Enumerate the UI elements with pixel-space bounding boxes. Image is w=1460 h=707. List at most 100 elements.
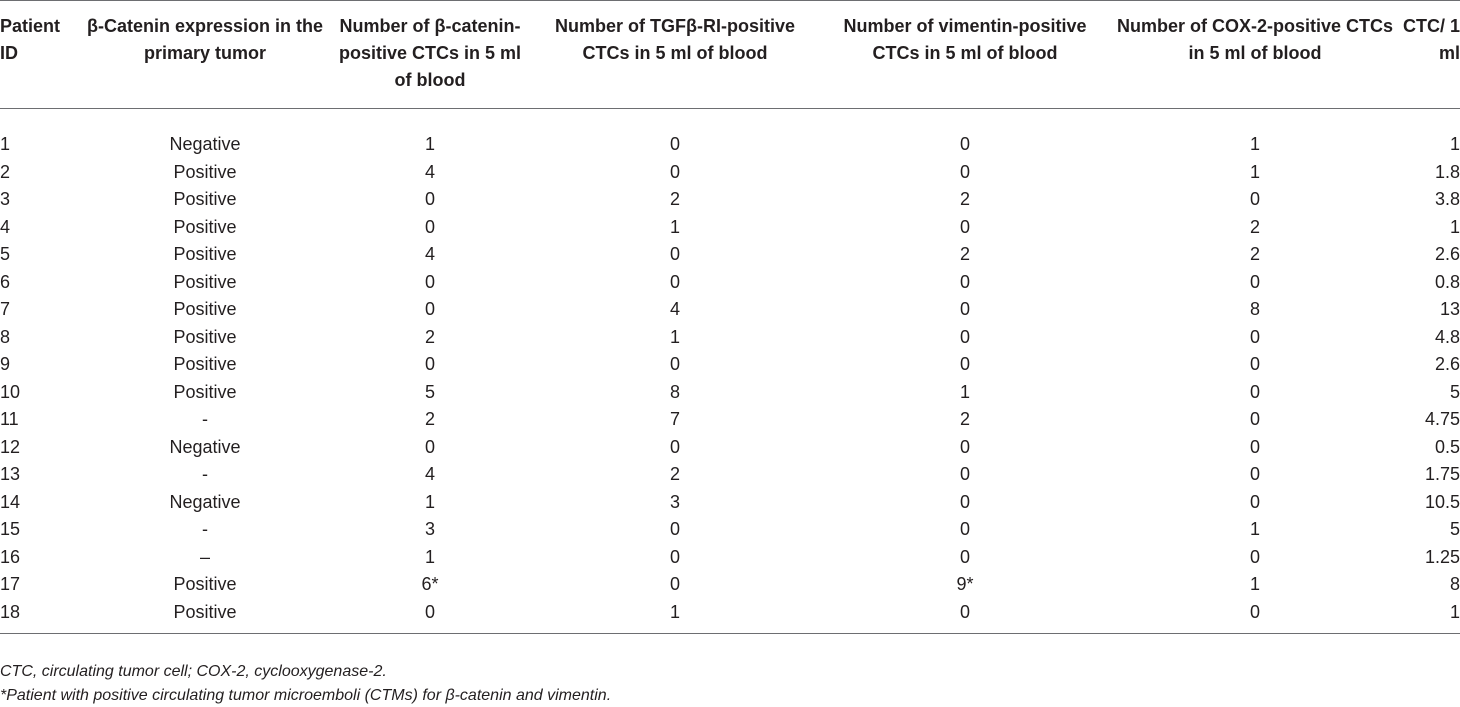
cell-beta-catenin-ctcs: 4 bbox=[424, 161, 435, 182]
cell-vimentin-ctcs: 0 bbox=[959, 519, 970, 539]
table-row: 15-3 0 0 1 5 bbox=[0, 516, 1460, 544]
cell-cox2-ctcs: 0 bbox=[1249, 436, 1260, 457]
cell-cox2-ctcs: 0 bbox=[1249, 381, 1260, 402]
cell-ctc-per-ml: 5 bbox=[1449, 519, 1460, 539]
cell-beta-catenin-ctcs: 0 bbox=[424, 299, 435, 319]
cell-ctc-per-ml: 1 bbox=[1449, 216, 1460, 237]
cell-vimentin-ctcs: 0 bbox=[959, 299, 970, 319]
cell-ctc-per-ml: 3.8 bbox=[1434, 189, 1460, 209]
cell-patient-id: 17 bbox=[0, 574, 21, 594]
cell-cox2-ctcs: 1 bbox=[1249, 161, 1260, 182]
table-row: 9 Positive 0 0 0 0 2.6 bbox=[0, 351, 1460, 379]
cell-tgfb-ri-ctcs: 0 bbox=[669, 161, 680, 182]
cell-beta-catenin-expression: - bbox=[202, 464, 208, 484]
data-table: Patient ID β-Catenin expression in the pr… bbox=[0, 0, 1460, 634]
cell-cox2-ctcs: 0 bbox=[1249, 601, 1260, 622]
cell-vimentin-ctcs: 1 bbox=[959, 381, 970, 402]
cell-beta-catenin-ctcs: 1 bbox=[424, 546, 435, 567]
header-tgfb-ri-ctcs: Number of TGFβ-RI-positive CTCs in 5 ml … bbox=[530, 0, 820, 109]
cell-ctc-per-ml: 10.5 bbox=[1424, 491, 1460, 512]
cell-vimentin-ctcs: 2 bbox=[959, 409, 970, 429]
table-row: 2 Positive 4 0 0 1 1.8 bbox=[0, 159, 1460, 187]
cell-beta-catenin-ctcs: 2 bbox=[424, 326, 435, 347]
cell-beta-catenin-expression: Positive bbox=[173, 189, 237, 209]
cell-beta-catenin-ctcs: 0 bbox=[424, 436, 435, 457]
cell-beta-catenin-ctcs: 5 bbox=[424, 381, 435, 402]
cell-patient-id: 4 bbox=[0, 216, 11, 237]
table-row: 10 Positive 5 8 1 0 5 bbox=[0, 379, 1460, 407]
cell-patient-id: 1 bbox=[0, 134, 11, 154]
table-row: 13 - 4 2 0 0 1.75 bbox=[0, 461, 1460, 489]
cell-beta-catenin-expression: Positive bbox=[173, 216, 237, 237]
cell-tgfb-ri-ctcs: 0 bbox=[669, 546, 680, 567]
cell-patient-id: 10 bbox=[0, 381, 21, 402]
header-row: Patient ID β-Catenin expression in the pr… bbox=[0, 0, 1460, 109]
table-row: 5 Positive 4 0 2 2 2.6 bbox=[0, 241, 1460, 269]
cell-cox2-ctcs: 0 bbox=[1249, 491, 1260, 512]
cell-cox2-ctcs: 0 bbox=[1249, 464, 1260, 484]
cell-beta-catenin-ctcs: 2 bbox=[424, 409, 435, 429]
cell-cox2-ctcs: 1 bbox=[1249, 574, 1260, 594]
cell-cox2-ctcs: 2 bbox=[1249, 244, 1260, 264]
cell-beta-catenin-expression: Positive bbox=[173, 326, 237, 347]
cell-beta-catenin-ctcs: 0 bbox=[424, 354, 435, 374]
cell-cox2-ctcs: 2 bbox=[1249, 216, 1260, 237]
table-row: 18 Positive 0 1 0 0 1 bbox=[0, 599, 1460, 634]
cell-beta-catenin-ctcs: 0 bbox=[424, 216, 435, 237]
header-ctc-per-ml: CTC/ 1 ml bbox=[1400, 0, 1460, 109]
header-cox2-ctcs: Number of COX-2-positive CTCs in 5 ml of… bbox=[1110, 0, 1400, 109]
cell-beta-catenin-expression: Negative bbox=[169, 436, 241, 457]
table-row: 16 – 1 0 0 0 1.25 bbox=[0, 544, 1460, 572]
cell-tgfb-ri-ctcs: 3 bbox=[669, 491, 680, 512]
cell-patient-id: 12 bbox=[0, 436, 21, 457]
table-row: 6 Positive 0 0 0 0 0.8 bbox=[0, 269, 1460, 297]
cell-vimentin-ctcs: 0 bbox=[959, 601, 970, 622]
cell-cox2-ctcs: 1 bbox=[1249, 134, 1260, 154]
cell-ctc-per-ml: 13 bbox=[1439, 299, 1460, 319]
cell-cox2-ctcs: 8 bbox=[1249, 299, 1260, 319]
cell-beta-catenin-ctcs: 0 bbox=[424, 189, 435, 209]
cell-tgfb-ri-ctcs: 1 bbox=[669, 601, 680, 622]
cell-vimentin-ctcs: 0 bbox=[959, 216, 970, 237]
cell-tgfb-ri-ctcs: 0 bbox=[669, 354, 680, 374]
cell-ctc-per-ml: 0.5 bbox=[1434, 436, 1460, 457]
header-beta-catenin-expression: β-Catenin expression in the primary tumo… bbox=[80, 0, 330, 109]
cell-beta-catenin-ctcs: 6* bbox=[421, 574, 439, 594]
cell-patient-id: 8 bbox=[0, 326, 11, 347]
table-body: 1 Negative 1 0 0 1 1 2 Positive 4 0 0 1 1.8 3 Positive 0… bbox=[0, 109, 1460, 634]
cell-patient-id: 7 bbox=[0, 299, 11, 319]
cell-tgfb-ri-ctcs: 0 bbox=[669, 574, 680, 594]
cell-cox2-ctcs: 0 bbox=[1249, 546, 1260, 567]
cell-ctc-per-ml: 2.6 bbox=[1434, 354, 1460, 374]
cell-patient-id: 9 bbox=[0, 354, 11, 374]
footnote-asterisk: *Patient with positive circulating tumor… bbox=[0, 687, 612, 704]
header-vimentin-ctcs: Number of vimentin-positive CTCs in 5 ml… bbox=[820, 0, 1110, 109]
cell-ctc-per-ml: 4.75 bbox=[1424, 409, 1460, 429]
cell-cox2-ctcs: 1 bbox=[1249, 519, 1260, 539]
table-row: 4 Positive 0 1 0 2 1 bbox=[0, 214, 1460, 242]
cell-patient-id: 2 bbox=[0, 161, 11, 182]
cell-cox2-ctcs: 0 bbox=[1249, 409, 1260, 429]
table-header: Patient ID β-Catenin expression in the pr… bbox=[0, 0, 1460, 109]
table-row: 1 Negative 1 0 0 1 1 bbox=[0, 109, 1460, 159]
cell-cox2-ctcs: 0 bbox=[1249, 354, 1260, 374]
cell-vimentin-ctcs: 0 bbox=[959, 436, 970, 457]
cell-tgfb-ri-ctcs: 0 bbox=[669, 436, 680, 457]
cell-patient-id: 6 bbox=[0, 271, 11, 292]
cell-beta-catenin-expression: Positive bbox=[173, 299, 237, 319]
cell-vimentin-ctcs: 9* bbox=[956, 574, 974, 594]
cell-ctc-per-ml: 1.25 bbox=[1424, 546, 1460, 567]
cell-cox2-ctcs: 0 bbox=[1249, 189, 1260, 209]
cell-beta-catenin-expression: - bbox=[202, 519, 208, 539]
cell-beta-catenin-expression: Negative bbox=[169, 491, 241, 512]
cell-beta-catenin-ctcs: 4 bbox=[424, 464, 435, 484]
cell-vimentin-ctcs: 0 bbox=[959, 161, 970, 182]
table-row: 8 Positive 2 1 0 0 4.8 bbox=[0, 324, 1460, 352]
cell-tgfb-ri-ctcs: 0 bbox=[669, 519, 680, 539]
cell-beta-catenin-expression: Positive bbox=[173, 354, 237, 374]
header-patient-id: Patient ID bbox=[0, 0, 80, 109]
table-row: 17 Positive 6* 0 9* 1 8 bbox=[0, 571, 1460, 599]
cell-vimentin-ctcs: 0 bbox=[959, 546, 970, 567]
cell-vimentin-ctcs: 0 bbox=[959, 464, 970, 484]
